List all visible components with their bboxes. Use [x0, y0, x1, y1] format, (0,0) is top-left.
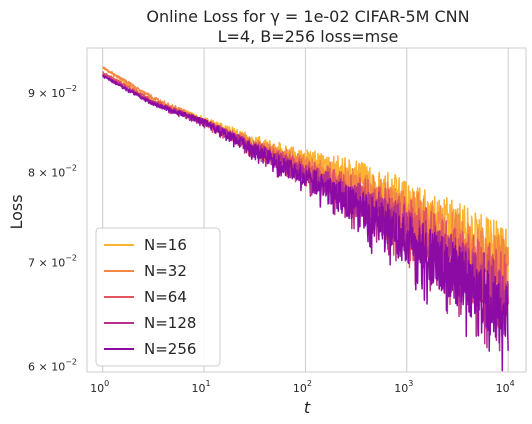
legend-label: N=64 — [144, 288, 187, 306]
plot-frame — [86, 47, 527, 373]
x-tick-label: 101 — [192, 379, 211, 395]
legend-label: N=16 — [144, 236, 187, 254]
x-axis-label: t — [304, 398, 311, 417]
legend-box — [95, 227, 221, 367]
series-lines — [102, 66, 509, 372]
y-tick-label: 7 × 10−2 — [28, 253, 77, 269]
x-tick-label: 103 — [394, 379, 413, 395]
x-tick-labels: 100 101 102 103 104 — [90, 379, 515, 395]
chart-title-line-2: L=4, B=256 loss=mse — [218, 27, 399, 46]
legend-label: N=128 — [144, 314, 196, 332]
y-tick-labels: 6 × 10−2 7 × 10−2 8 × 10−2 9 × 10−2 — [28, 84, 77, 373]
legend: N=16 N=32 N=64 N=128 N=256 — [95, 227, 221, 367]
series-line-n-256 — [102, 75, 509, 372]
y-axis-label: Loss — [7, 194, 26, 229]
legend-label: N=256 — [144, 340, 196, 358]
legend-item: N=128 — [104, 314, 196, 332]
legend-item: N=16 — [104, 236, 187, 254]
legend-item: N=256 — [104, 340, 196, 358]
legend-item: N=32 — [104, 262, 187, 280]
x-tick-label: 104 — [496, 379, 515, 395]
x-tick-label: 100 — [90, 379, 109, 395]
legend-label: N=32 — [144, 262, 187, 280]
y-tick-label: 6 × 10−2 — [28, 357, 77, 373]
legend-item: N=64 — [104, 288, 187, 306]
y-tick-label: 9 × 10−2 — [28, 84, 77, 100]
x-tick-label: 102 — [293, 379, 312, 395]
chart-title-line-1: Online Loss for γ = 1e-02 CIFAR-5M CNN — [146, 7, 469, 26]
y-tick-label: 8 × 10−2 — [28, 163, 77, 179]
